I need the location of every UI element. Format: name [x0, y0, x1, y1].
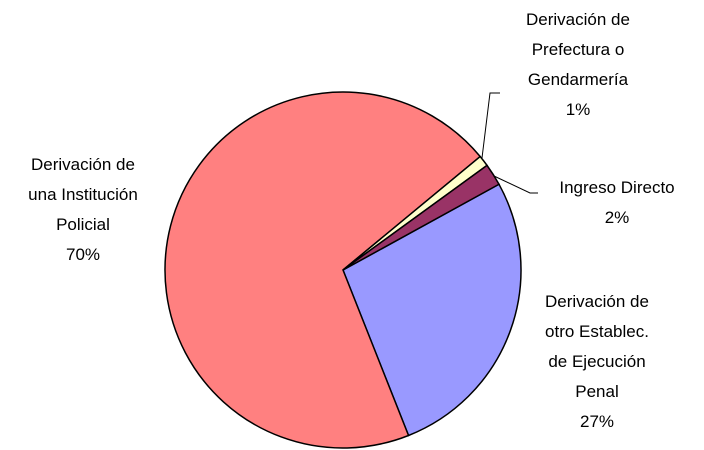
- category-label: Derivación de otro Establec. de Ejecució…: [545, 292, 649, 401]
- value-label: 2%: [604, 208, 630, 227]
- slice-label: Ingreso Directo 2%: [559, 173, 674, 233]
- category-label: Ingreso Directo: [559, 178, 675, 197]
- value-label: 1%: [565, 100, 591, 119]
- pie-slice: [342, 183, 522, 437]
- value-label: 27%: [579, 412, 615, 431]
- pie-slice: [342, 164, 501, 271]
- category-label: Derivación de Prefectura o Gendarmería: [526, 10, 630, 89]
- slice-label: Derivación de Prefectura o Gendarmería 1%: [516, 5, 641, 125]
- leader-line: [493, 175, 538, 194]
- value-label: 70%: [65, 245, 101, 264]
- slice-label: Derivación de otro Establec. de Ejecució…: [535, 287, 660, 437]
- category-label: Derivación de una Institución Policial: [28, 155, 138, 234]
- slice-label: Derivación de una Institución Policial 70…: [18, 150, 148, 270]
- pie-slice: [164, 91, 482, 449]
- leader-line: [481, 92, 500, 159]
